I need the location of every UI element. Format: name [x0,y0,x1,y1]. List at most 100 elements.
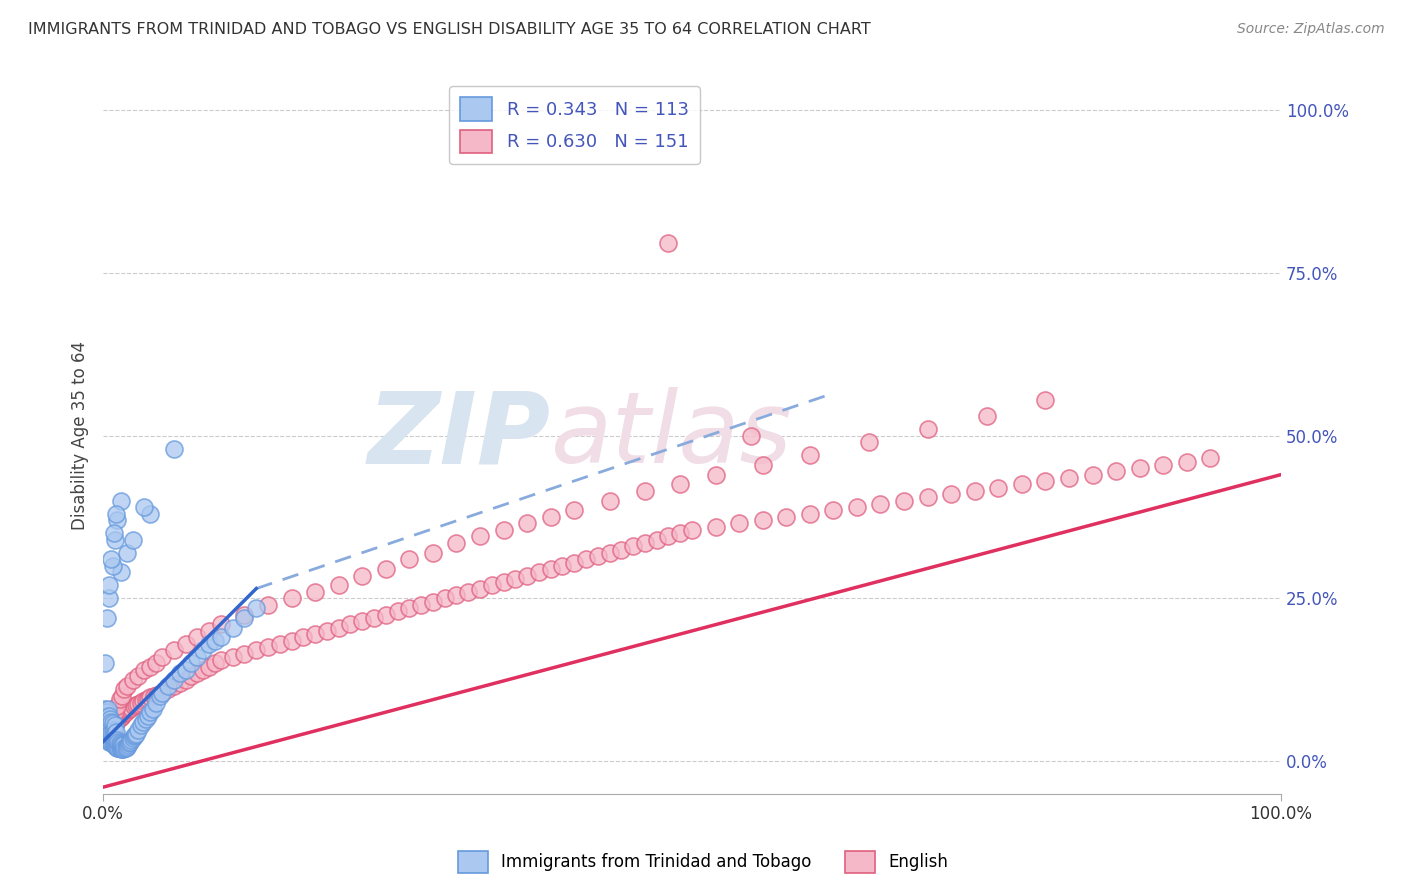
Legend: R = 0.343   N = 113, R = 0.630   N = 151: R = 0.343 N = 113, R = 0.630 N = 151 [449,87,700,163]
Point [105,507,128,521]
Point [209,617,232,632]
Point [198,637,221,651]
Point [257,640,280,655]
Point [96,725,118,739]
Point [104,718,127,732]
Point [120,733,142,747]
Point [209,653,232,667]
Point [100,730,122,744]
Point [93,714,115,729]
Point [775,510,797,524]
Point [704,519,727,533]
Point [540,562,562,576]
Point [101,716,124,731]
Text: atlas: atlas [551,387,793,484]
Point [204,633,226,648]
Point [193,663,215,677]
Point [105,734,128,748]
Point [221,621,243,635]
Point [112,707,135,722]
Point [233,607,256,622]
Point [562,556,585,570]
Point [114,705,136,719]
Point [551,558,574,573]
Point [233,611,256,625]
Point [516,516,538,531]
Point [135,712,157,726]
Point [156,679,179,693]
Point [681,523,703,537]
Point [186,631,208,645]
Point [107,734,129,748]
Point [98,734,121,748]
Point [257,598,280,612]
Point [115,703,138,717]
Point [97,718,120,732]
Point [110,493,132,508]
Point [98,714,121,729]
Point [180,669,202,683]
Point [374,607,396,622]
Point [120,700,142,714]
Point [169,676,191,690]
Point [135,693,157,707]
Point [101,558,124,573]
Point [280,591,302,606]
Point [610,542,633,557]
Point [134,500,156,515]
Point [204,657,226,671]
Point [105,724,128,739]
Point [97,724,120,739]
Point [104,533,127,547]
Point [111,742,134,756]
Point [103,731,125,746]
Point [149,689,172,703]
Point [121,673,143,687]
Point [963,483,986,498]
Point [104,738,127,752]
Point [98,708,121,723]
Point [100,724,122,739]
Point [108,741,131,756]
Point [374,562,396,576]
Point [150,649,173,664]
Point [599,493,621,508]
Point [941,487,963,501]
Point [94,718,117,732]
Point [100,734,122,748]
Point [118,702,141,716]
Point [115,739,138,754]
Point [110,742,132,756]
Point [94,727,117,741]
Point [505,572,527,586]
Point [129,696,152,710]
Point [411,598,433,612]
Point [94,724,117,739]
Point [114,741,136,756]
Point [127,669,149,683]
Point [799,448,821,462]
Point [198,659,221,673]
Point [122,730,145,744]
Point [492,575,515,590]
Point [316,624,339,638]
Point [125,698,148,712]
Point [146,688,169,702]
Point [233,647,256,661]
Point [108,736,131,750]
Point [142,702,165,716]
Point [112,742,135,756]
Point [1057,471,1080,485]
Point [352,614,374,628]
Point [107,741,129,756]
Point [145,696,167,710]
Point [104,706,127,720]
Point [98,718,121,732]
Point [586,549,609,563]
Point [93,708,115,723]
Point [103,723,125,737]
Point [136,708,159,723]
Point [198,624,221,638]
Point [704,467,727,482]
Point [94,657,117,671]
